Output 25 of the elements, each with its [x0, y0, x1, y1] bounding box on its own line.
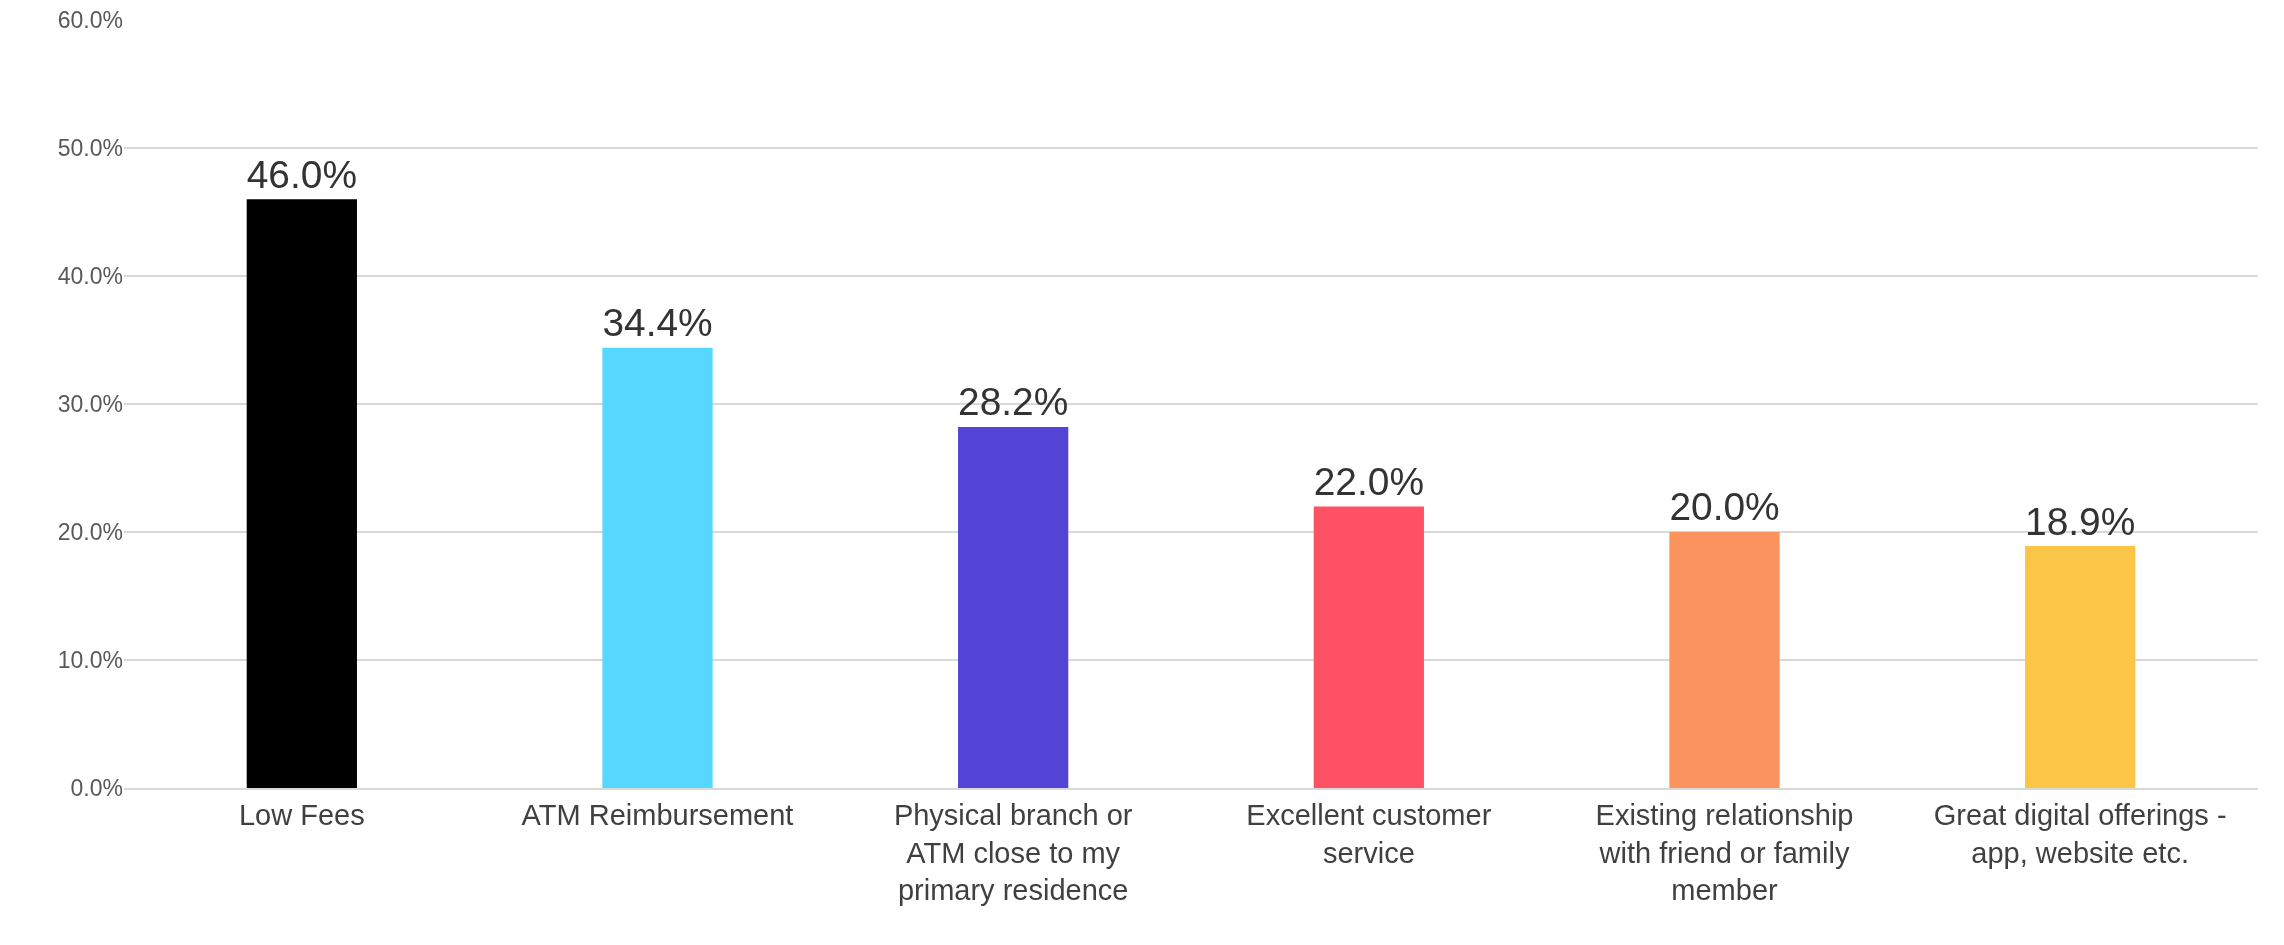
y-tick-label: 20.0%	[57, 519, 123, 546]
data-label: 20.0%	[1669, 485, 1780, 529]
x-tick-label: ATM Reimbursement	[521, 798, 794, 831]
y-tick-label: 40.0%	[57, 263, 123, 290]
y-tick-label: 0.0%	[70, 775, 123, 802]
x-tick-label: Excellent customer service	[1246, 798, 1492, 869]
x-tick-label: Low Fees	[238, 798, 365, 831]
bar	[1313, 506, 1424, 788]
y-tick-label: 30.0%	[57, 391, 123, 418]
data-label: 18.9%	[2025, 499, 2136, 543]
x-tick-label: Physical branch or ATM close to my primary residence	[893, 798, 1133, 907]
data-label: 28.2%	[958, 380, 1069, 424]
bar	[246, 199, 357, 788]
bar	[1669, 532, 1780, 788]
bar	[2025, 546, 2136, 788]
bar	[602, 347, 713, 788]
data-label: 34.4%	[602, 301, 713, 345]
data-label: 46.0%	[246, 152, 357, 196]
y-tick-label: 50.0%	[57, 135, 123, 162]
bar	[958, 427, 1069, 788]
x-tick-label: Great digital offerings - app, website etc.	[1933, 798, 2227, 869]
x-tick-label: Existing relationship with friend or family member	[1595, 798, 1854, 907]
y-tick-label: 60.0%	[57, 7, 123, 34]
data-label: 22.0%	[1313, 459, 1424, 503]
y-tick-label: 10.0%	[57, 647, 123, 674]
